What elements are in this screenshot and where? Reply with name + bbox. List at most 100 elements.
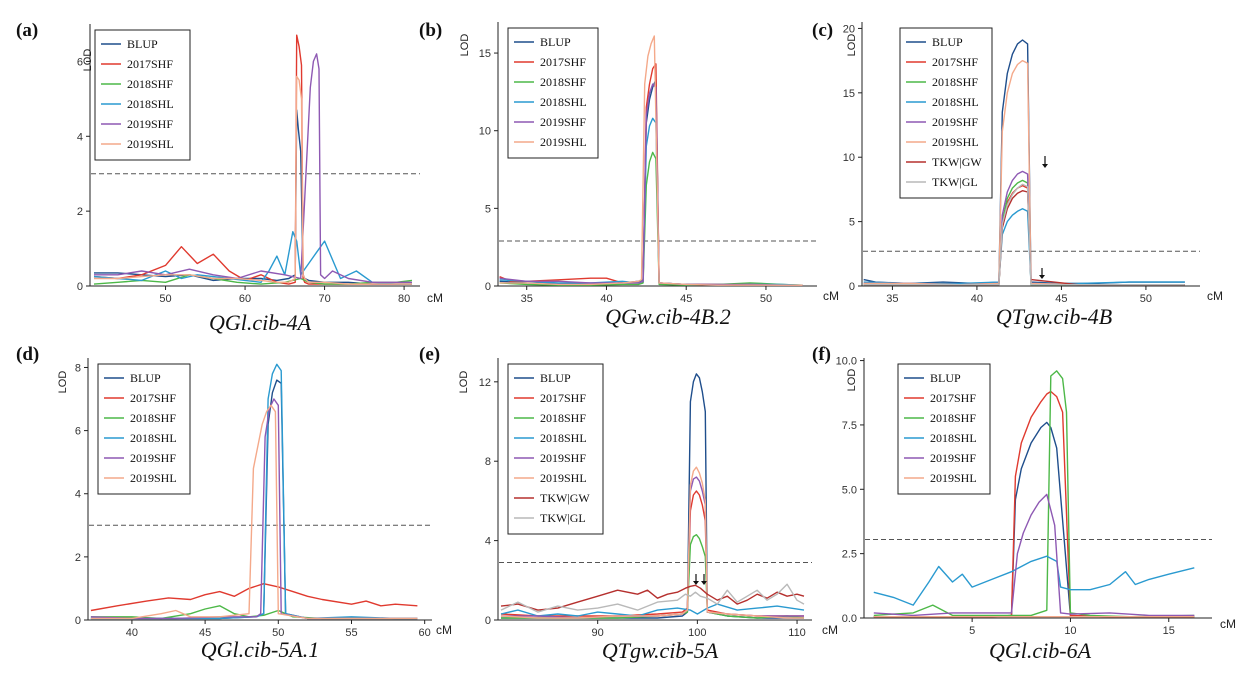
x-tick-label: 50 xyxy=(272,627,284,639)
panel-b: (b) LOD 0 5 10 15 35 40 45 50 BLUP 2017SHF 2018SHF… xyxy=(419,20,839,329)
series-line-2019shl xyxy=(94,75,412,285)
y-axis-label: LOD xyxy=(846,34,858,57)
panel-c: (c) LOD 0 5 10 15 20 35 40 45 50 BLUP 2017SHF 2018S… xyxy=(812,20,1223,329)
legend-label: 2019SHF xyxy=(932,115,978,129)
series-line-2017shf xyxy=(90,583,418,612)
x-tick-label: 5 xyxy=(969,625,975,637)
x-axis-unit: cM xyxy=(436,623,452,637)
x-tick-label: 45 xyxy=(1055,293,1067,305)
y-tick-label: 0.0 xyxy=(842,613,857,625)
arrow-head xyxy=(1042,164,1048,168)
x-tick-label: 10 xyxy=(1064,625,1076,637)
legend-box xyxy=(97,363,191,495)
x-tick-label: 40 xyxy=(126,627,138,639)
series-line-2018shl xyxy=(863,207,1185,285)
y-tick-label: 15 xyxy=(843,88,855,100)
panel-letter: (d) xyxy=(16,344,39,365)
legend-label: 2018SHF xyxy=(540,411,586,425)
y-tick-label: 0 xyxy=(485,615,491,627)
legend-box xyxy=(507,363,604,535)
legend-label: TKW|GL xyxy=(932,175,978,189)
y-tick-label: 5.0 xyxy=(842,484,857,496)
y-axis-label: LOD xyxy=(57,371,69,394)
series-line-2018shf xyxy=(93,274,413,285)
series-line-2019shf xyxy=(873,493,1195,617)
legend-label: 2018SHF xyxy=(130,411,176,425)
y-tick-label: 0 xyxy=(77,281,83,293)
panel-letter: (b) xyxy=(419,20,442,41)
legend-label: 2019SHL xyxy=(130,471,177,485)
x-axis-unit: cM xyxy=(427,291,443,305)
legend-label: 2019SHF xyxy=(540,115,586,129)
legend-label: 2018SHF xyxy=(932,75,978,89)
y-tick-label: 2 xyxy=(75,552,81,564)
series-line-2018shf xyxy=(873,370,1195,618)
series-line-tkw-gw xyxy=(863,189,1185,286)
y-tick-label: 10.0 xyxy=(836,356,857,368)
x-tick-label: 50 xyxy=(760,293,772,305)
y-tick-label: 2.5 xyxy=(842,549,857,561)
panel-e: (e) LOD 0 4 8 12 90 100 110 BLUP 2017SHF 2018SHF 2… xyxy=(419,344,838,663)
arrow-head xyxy=(693,581,699,585)
y-axis-label: LOD xyxy=(82,49,94,72)
panel-title: QTgw.cib-4B xyxy=(996,304,1112,329)
panel-f: (f) LOD 0.0 2.5 5.0 7.5 10.0 5 10 15 BLUP 2017SHF… xyxy=(812,344,1236,663)
x-tick-label: 90 xyxy=(592,627,604,639)
series-line-2019shl xyxy=(500,466,804,619)
y-tick-label: 4 xyxy=(75,489,81,501)
legend-label: 2019SHL xyxy=(930,471,977,485)
series-line-2019shf xyxy=(499,83,803,286)
legend-label: TKW|GL xyxy=(540,511,586,525)
x-tick-label: 60 xyxy=(239,293,251,305)
legend-label: 2018SHF xyxy=(930,411,976,425)
x-axis-unit: cM xyxy=(823,289,839,303)
series-line-2018shf xyxy=(499,151,803,286)
x-tick-label: 70 xyxy=(318,293,330,305)
legend-label: 2019SHL xyxy=(540,135,587,149)
y-tick-label: 10 xyxy=(479,126,491,138)
y-tick-label: 0 xyxy=(75,615,81,627)
legend-label: TKW|GW xyxy=(932,155,982,169)
series-line-2018shl xyxy=(93,230,412,285)
panel-letter: (c) xyxy=(812,20,833,41)
legend-label: 2018SHF xyxy=(540,75,586,89)
legend-label: BLUP xyxy=(130,371,161,385)
series-line-2018shl xyxy=(500,603,805,617)
x-tick-label: 45 xyxy=(199,627,211,639)
panel-letter: (e) xyxy=(419,344,440,365)
panel-title: QGl.cib-4A xyxy=(209,310,312,335)
y-tick-label: 10 xyxy=(843,152,855,164)
x-axis-unit: cM xyxy=(822,623,838,637)
arrow-head xyxy=(701,581,707,585)
legend-label: 2017SHF xyxy=(127,57,173,71)
legend-label: 2019SHF xyxy=(930,451,976,465)
legend-label: BLUP xyxy=(930,371,961,385)
y-tick-label: 15 xyxy=(479,48,491,60)
series-line-2019shf xyxy=(94,53,412,283)
legend-box xyxy=(507,27,599,159)
legend-label: BLUP xyxy=(540,371,571,385)
legend-label: 2017SHF xyxy=(930,391,976,405)
legend-label: 2019SHF xyxy=(540,451,586,465)
x-tick-label: 100 xyxy=(688,627,706,639)
x-tick-label: 35 xyxy=(886,293,898,305)
legend-label: BLUP xyxy=(932,35,963,49)
y-tick-label: 8 xyxy=(75,362,81,374)
panel-title: QGw.cib-4B.2 xyxy=(605,304,730,329)
legend-label: 2018SHL xyxy=(932,95,979,109)
y-tick-label: 6 xyxy=(75,426,81,438)
y-tick-label: 5 xyxy=(485,203,491,215)
series-line-2018shl xyxy=(873,555,1195,606)
legend-label: 2017SHF xyxy=(540,391,586,405)
legend-label: 2018SHL xyxy=(930,431,977,445)
x-tick-label: 50 xyxy=(159,293,171,305)
y-tick-label: 20 xyxy=(843,23,855,35)
series-line-2017shf xyxy=(863,184,1185,286)
legend-label: 2018SHF xyxy=(127,77,173,91)
legend-label: 2019SHL xyxy=(127,137,174,151)
y-tick-label: 0 xyxy=(849,281,855,293)
y-axis-label: LOD xyxy=(458,371,470,394)
x-tick-label: 15 xyxy=(1163,625,1175,637)
legend-label: 2017SHF xyxy=(540,55,586,69)
